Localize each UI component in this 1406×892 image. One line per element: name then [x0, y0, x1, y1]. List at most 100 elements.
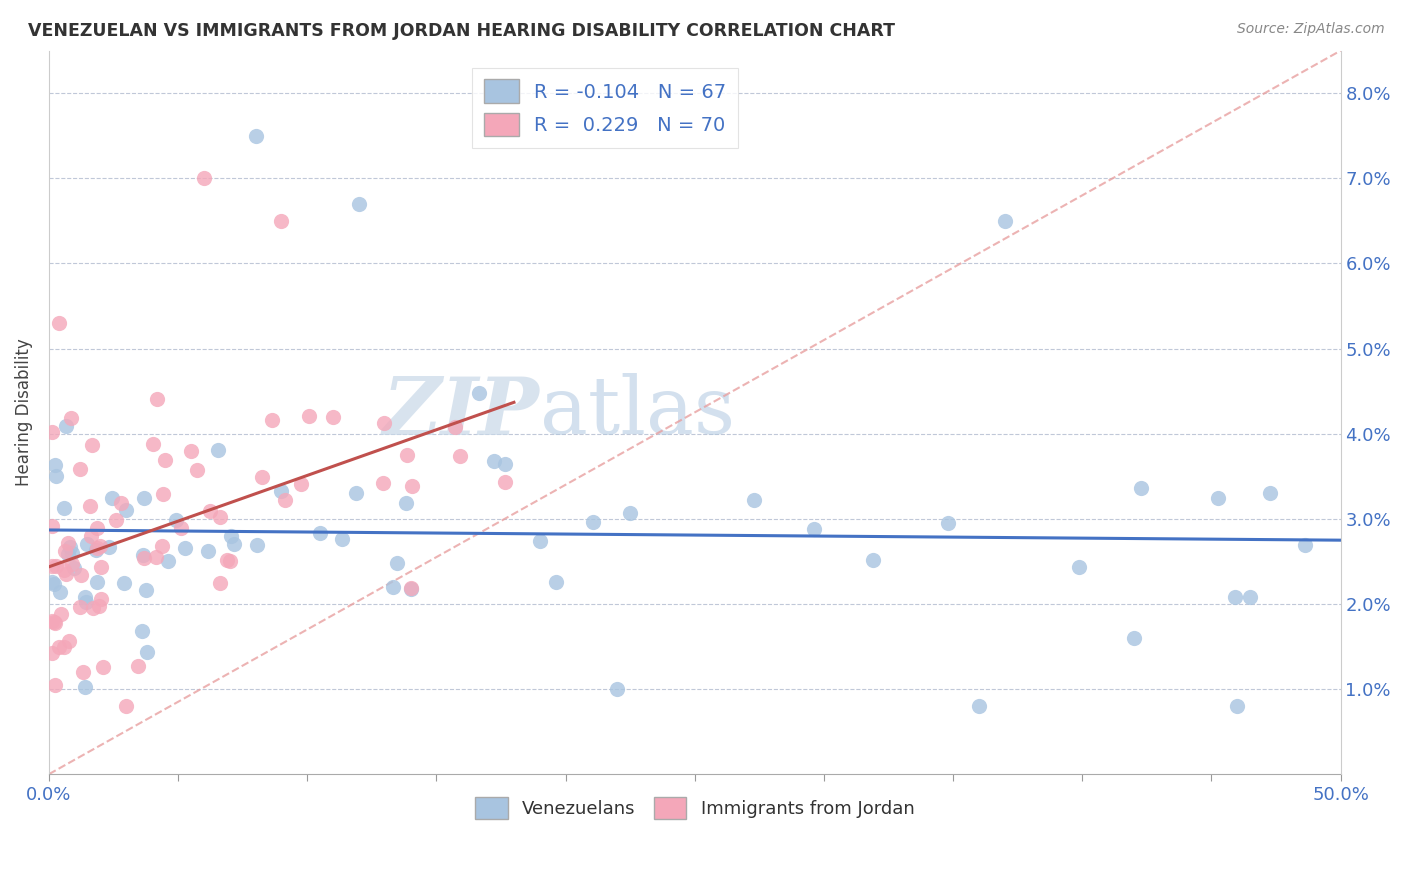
- Point: [546, 574, 568, 589]
- Point: [146, 392, 169, 407]
- Point: [582, 515, 605, 529]
- Point: [1122, 631, 1144, 645]
- Point: [44, 615, 66, 629]
- Point: [42, 576, 65, 591]
- Point: [198, 504, 221, 518]
- Point: [69, 462, 91, 476]
- Point: [55, 566, 77, 581]
- Point: [207, 443, 229, 458]
- Point: [49, 607, 72, 621]
- Point: [86, 520, 108, 534]
- Point: [52, 640, 75, 654]
- Point: [112, 575, 135, 590]
- Point: [115, 699, 138, 714]
- Point: [73, 591, 96, 605]
- Point: [245, 128, 267, 143]
- Point: [218, 554, 240, 568]
- Point: [157, 554, 180, 568]
- Point: [401, 479, 423, 493]
- Point: [150, 539, 173, 553]
- Point: [197, 544, 219, 558]
- Point: [89, 540, 111, 554]
- Y-axis label: Hearing Disability: Hearing Disability: [15, 339, 32, 486]
- Point: [41, 519, 63, 533]
- Point: [322, 409, 344, 424]
- Point: [101, 491, 124, 506]
- Point: [449, 450, 471, 464]
- Point: [222, 537, 245, 551]
- Point: [41, 646, 63, 660]
- Point: [270, 483, 292, 498]
- Point: [86, 541, 108, 556]
- Point: [1069, 560, 1091, 574]
- Point: [862, 553, 884, 567]
- Point: [208, 576, 231, 591]
- Point: [76, 537, 98, 551]
- Point: [193, 171, 215, 186]
- Point: [619, 506, 641, 520]
- Point: [53, 500, 76, 515]
- Point: [45, 559, 67, 574]
- Point: [48, 640, 70, 655]
- Point: [48, 316, 70, 330]
- Point: [79, 500, 101, 514]
- Point: [373, 416, 395, 430]
- Point: [936, 516, 959, 530]
- Point: [273, 492, 295, 507]
- Text: ZIP: ZIP: [382, 374, 540, 451]
- Point: [59, 541, 82, 555]
- Point: [290, 476, 312, 491]
- Point: [75, 594, 97, 608]
- Point: [91, 659, 114, 673]
- Point: [152, 486, 174, 500]
- Point: [127, 659, 149, 673]
- Point: [155, 453, 177, 467]
- Point: [994, 214, 1017, 228]
- Point: [60, 546, 83, 560]
- Point: [482, 454, 505, 468]
- Point: [110, 495, 132, 509]
- Point: [56, 536, 79, 550]
- Text: Source: ZipAtlas.com: Source: ZipAtlas.com: [1237, 22, 1385, 37]
- Point: [55, 419, 77, 434]
- Point: [494, 475, 516, 489]
- Point: [401, 581, 423, 595]
- Point: [44, 458, 66, 473]
- Point: [82, 601, 104, 615]
- Point: [70, 567, 93, 582]
- Point: [330, 532, 353, 546]
- Point: [170, 521, 193, 535]
- Point: [45, 468, 67, 483]
- Point: [246, 538, 269, 552]
- Point: [60, 557, 83, 571]
- Point: [165, 512, 187, 526]
- Point: [90, 591, 112, 606]
- Point: [41, 574, 63, 589]
- Point: [1294, 538, 1316, 552]
- Point: [1226, 699, 1249, 714]
- Point: [58, 547, 80, 561]
- Point: [53, 544, 76, 558]
- Point: [396, 448, 419, 462]
- Text: VENEZUELAN VS IMMIGRANTS FROM JORDAN HEARING DISABILITY CORRELATION CHART: VENEZUELAN VS IMMIGRANTS FROM JORDAN HEA…: [28, 22, 896, 40]
- Point: [60, 410, 83, 425]
- Point: [219, 528, 242, 542]
- Point: [89, 599, 111, 613]
- Point: [72, 665, 94, 679]
- Point: [53, 563, 76, 577]
- Point: [250, 470, 273, 484]
- Point: [174, 541, 197, 555]
- Point: [115, 502, 138, 516]
- Point: [468, 386, 491, 401]
- Point: [58, 633, 80, 648]
- Point: [80, 529, 103, 543]
- Point: [1258, 486, 1281, 500]
- Point: [104, 513, 127, 527]
- Legend: Venezuelans, Immigrants from Jordan: Venezuelans, Immigrants from Jordan: [468, 790, 921, 827]
- Point: [1206, 491, 1229, 505]
- Point: [344, 486, 367, 500]
- Point: [1130, 481, 1153, 495]
- Point: [387, 556, 409, 570]
- Point: [84, 543, 107, 558]
- Point: [309, 526, 332, 541]
